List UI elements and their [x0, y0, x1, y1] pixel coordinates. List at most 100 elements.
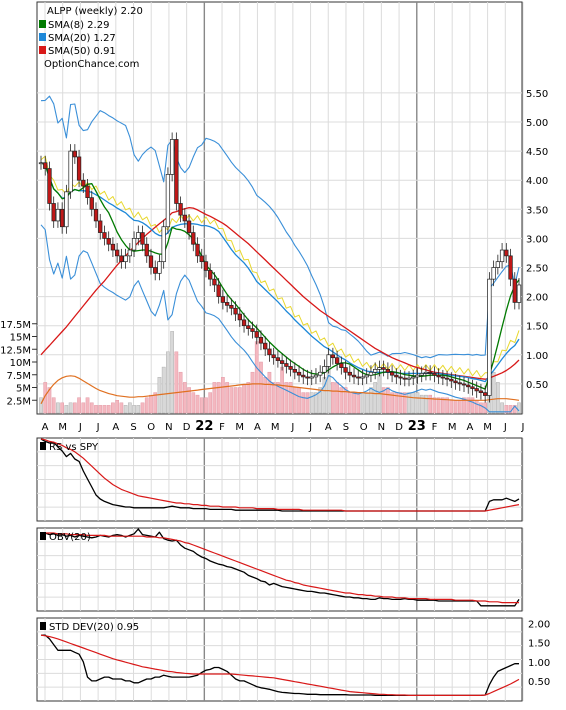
volume-bar: [250, 371, 255, 414]
legend-label-sma50: SMA(50) 0.91: [48, 46, 116, 57]
candle-body: [457, 382, 462, 385]
candle-body: [212, 278, 217, 286]
candle-body: [351, 374, 357, 378]
candle-body: [275, 357, 281, 361]
candle-body: [224, 302, 230, 306]
candle-body: [114, 249, 120, 257]
candle-body: [377, 367, 382, 370]
volume-bar: [81, 402, 86, 414]
bollinger-lower-line: [40, 224, 520, 413]
volume-bar: [495, 382, 500, 414]
volume-bar: [305, 392, 310, 414]
candle-body: [495, 261, 500, 268]
volume-bar: [335, 382, 339, 414]
stddev-tick-label: 0.50: [528, 677, 550, 688]
legend-swatch-sma20: [39, 33, 46, 41]
volume-bar: [174, 351, 179, 414]
candle-body: [432, 373, 437, 376]
x-tick-label: A: [466, 422, 473, 433]
sma20-line: [40, 162, 520, 383]
candle-body: [516, 284, 522, 303]
candle-body: [402, 377, 407, 380]
x-tick-label: D: [183, 422, 191, 433]
volume-bar: [204, 397, 208, 414]
volume-bar: [457, 400, 462, 414]
candle-body: [182, 214, 187, 222]
candle-body: [279, 360, 285, 364]
candle-body: [368, 371, 374, 376]
volume-bar: [424, 394, 428, 414]
candle-body: [191, 232, 196, 245]
volume-bar: [51, 397, 56, 414]
candle-body: [478, 390, 484, 393]
volume-bar: [191, 392, 196, 414]
volume-bar: [39, 397, 43, 414]
volume-bar: [187, 387, 191, 414]
x-tick-label: F: [219, 422, 225, 433]
legend-swatch-sma50: [39, 46, 46, 54]
price-tick-label: 5.00: [526, 118, 548, 129]
candle-body: [449, 378, 454, 382]
volume-bar: [517, 402, 521, 414]
price-legend: ALPP (weekly) 2.20 SMA(8) 2.29 SMA(20) 1…: [39, 6, 143, 70]
candle-body: [373, 369, 378, 373]
volume-bar: [445, 397, 449, 414]
volume-bar: [280, 366, 284, 414]
volume-bar: [195, 394, 200, 414]
price-envelope-line: [40, 155, 520, 378]
volume-bar: [161, 366, 166, 414]
volume-tick-label: 5M: [16, 384, 31, 395]
volume-bar: [407, 392, 411, 414]
candle-body: [127, 249, 132, 257]
candle-body: [81, 179, 86, 187]
candle-body: [68, 150, 73, 193]
candle-body: [123, 255, 128, 263]
candle-body: [98, 220, 103, 233]
volume-bar: [331, 382, 335, 414]
candle-body: [203, 261, 209, 271]
candle-body: [208, 270, 213, 280]
volume-bar: [271, 382, 276, 414]
obv-panel-series-line: [41, 532, 519, 604]
volume-bar: [149, 394, 153, 414]
candle-body: [322, 366, 327, 373]
candle-body: [440, 376, 446, 379]
candle-body: [174, 139, 179, 204]
volume-bar: [432, 397, 437, 414]
axis-ticks: A M J J A S O N D 22 F M A M J J A S O N D 23 F M A M J J0.501.001.…: [0, 89, 550, 688]
price-candles: [38, 132, 522, 403]
volume-bar: [347, 392, 352, 414]
volume-bar: [428, 394, 433, 414]
volume-bar: [216, 382, 221, 414]
candle-body: [470, 386, 475, 389]
candle-body: [237, 313, 242, 321]
candle-body: [504, 249, 509, 257]
candle-body: [466, 384, 471, 388]
candle-body: [385, 369, 391, 373]
volume-bar: [360, 392, 365, 414]
volume-bar: [106, 405, 111, 414]
x-tick-label: J: [96, 422, 100, 433]
candle-body: [47, 168, 52, 204]
x-tick-label: A: [112, 422, 119, 433]
rs-legend: RS vs SPY: [40, 442, 99, 453]
volume-average-line: [40, 375, 520, 405]
volume-bar: [56, 402, 60, 414]
volume-bar: [85, 397, 90, 414]
candle-body: [356, 376, 361, 379]
volume-bar: [441, 397, 445, 414]
price-tick-label: 3.50: [526, 205, 548, 216]
candle-body: [491, 267, 496, 280]
price-tick-label: 2.50: [526, 264, 548, 275]
x-tick-label: N: [165, 422, 172, 433]
legend-swatch-sma8: [39, 20, 46, 28]
volume-bar: [466, 397, 471, 414]
volume-bar: [127, 402, 132, 414]
candle-body: [313, 374, 319, 378]
x-tick-label: J: [290, 422, 294, 433]
candle-body: [220, 296, 226, 303]
candle-body: [157, 261, 162, 274]
candle-body: [398, 376, 403, 379]
candle-body: [258, 336, 264, 344]
